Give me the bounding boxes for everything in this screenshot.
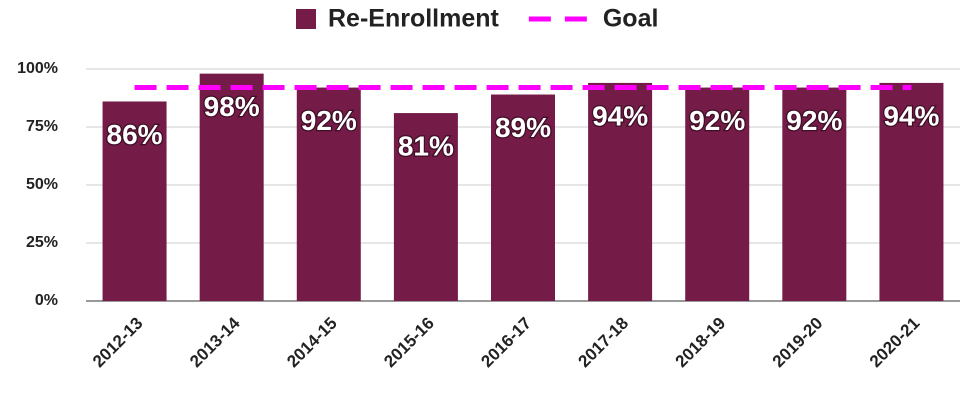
x-tick-label: 2016-17 — [477, 314, 535, 372]
x-tick-label: 2019-20 — [769, 314, 827, 372]
data-label: 86% — [107, 119, 163, 150]
y-tick-label: 50% — [26, 176, 58, 193]
data-label: 92% — [301, 105, 357, 136]
data-label: 92% — [786, 105, 842, 136]
legend-item: Re-Enrollment — [296, 5, 500, 33]
data-label: 92% — [689, 105, 745, 136]
y-tick-label: 75% — [26, 118, 58, 135]
y-tick-label: 100% — [17, 60, 58, 77]
x-tick-label: 2018-19 — [672, 314, 730, 372]
y-tick-label: 25% — [26, 234, 58, 251]
legend-swatch — [296, 9, 316, 29]
legend-label: Re-Enrollment — [328, 5, 500, 33]
x-tick-label: 2012-13 — [89, 314, 147, 372]
legend-item: Goal — [528, 5, 659, 33]
x-tick-label: 2017-18 — [575, 314, 633, 372]
x-tick-label: 2020-21 — [866, 314, 924, 372]
bar — [491, 94, 555, 302]
bar — [782, 87, 847, 301]
x-tick-label: 2015-16 — [380, 314, 438, 372]
bar — [102, 101, 167, 301]
data-label: 94% — [883, 100, 939, 131]
y-tick-label: 0% — [35, 292, 58, 309]
data-label: 89% — [495, 112, 551, 143]
bar — [296, 87, 361, 301]
x-tick-label: 2013-14 — [186, 313, 244, 371]
data-label: 98% — [204, 91, 260, 122]
bar — [879, 82, 944, 301]
bar — [199, 73, 264, 301]
bar — [588, 82, 653, 301]
bar — [685, 87, 750, 301]
x-tick-label: 2014-15 — [283, 314, 341, 372]
data-label: 94% — [592, 100, 648, 131]
legend-label: Goal — [603, 5, 659, 33]
bar — [393, 113, 458, 301]
data-label: 81% — [398, 130, 454, 161]
